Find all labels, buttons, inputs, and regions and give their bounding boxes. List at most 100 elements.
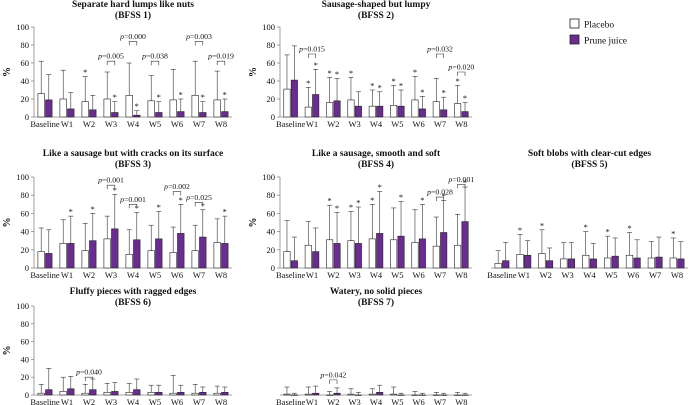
p-value-bracket: [106, 60, 116, 66]
bar-prune: [502, 260, 510, 269]
bar-placebo: [81, 250, 89, 269]
significance-star: *: [328, 196, 332, 206]
p-symbol: p: [119, 195, 124, 204]
p-value-bracket: [150, 60, 160, 66]
x-tick-label: W7: [434, 397, 446, 405]
p-value-label: p=0.032: [426, 45, 453, 54]
bar-placebo: [283, 251, 291, 269]
bar-placebo: [368, 105, 376, 118]
p-value-bracket: [329, 379, 338, 384]
p-value-label: p=0.042: [319, 370, 346, 379]
x-tick-label: Baseline: [487, 270, 516, 280]
bar-placebo: [213, 242, 221, 269]
x-tick-label: W3: [349, 270, 361, 280]
p-value: =0.028: [431, 188, 453, 197]
panel-title-line-1: Watery, no solid pieces: [330, 287, 423, 297]
p-symbol: p: [97, 176, 102, 185]
bar-prune: [199, 236, 207, 269]
x-tick-label: W3: [105, 270, 117, 280]
chart-panel-5: Soft blobs with clear-cut edges(BFSS 5) B…: [487, 149, 688, 280]
significance-star: *: [349, 202, 353, 212]
p-value-label: p=0.000: [119, 32, 146, 41]
y-tick-label: 20: [21, 245, 30, 255]
p-value-label: p=0.005: [97, 52, 124, 61]
chart-panel-7: Watery, no solid pieces(BFSS 7)Baseline W…: [276, 287, 472, 405]
bar-prune: [589, 258, 597, 269]
significance-star: *: [463, 178, 467, 188]
p-symbol: p: [447, 175, 452, 184]
bar-placebo: [494, 263, 502, 269]
x-tick-label: W6: [171, 119, 183, 129]
bar-prune: [333, 100, 341, 118]
bar-prune: [155, 238, 163, 269]
x-tick-label: W8: [215, 119, 227, 129]
bar-prune: [199, 392, 207, 396]
bar-prune: [290, 260, 298, 269]
y-tick-label: 0: [25, 112, 29, 122]
panel-title-line-1: Sausage-shaped but lumpy: [322, 0, 431, 10]
significance-star: *: [370, 195, 374, 205]
x-tick-label: W6: [413, 119, 425, 129]
panel-title-line-2: (BFSS 4): [358, 159, 394, 170]
bar-prune: [89, 389, 97, 396]
bar-placebo: [582, 254, 590, 269]
p-value-label: p=0.020: [447, 63, 474, 72]
y-tick-label: 100: [16, 172, 29, 182]
y-tick-label: 60: [267, 208, 276, 218]
y-tick-label: 40: [267, 76, 276, 86]
significance-star: *: [399, 81, 403, 91]
bar-prune: [45, 99, 53, 118]
bar-placebo: [390, 239, 398, 269]
y-axis-label: %: [2, 218, 13, 228]
legend-label-placebo: Placebo: [584, 21, 614, 31]
y-tick-label: 60: [21, 58, 30, 68]
p-symbol: p: [185, 193, 190, 202]
p-symbol: p: [298, 45, 303, 54]
significance-star: *: [179, 195, 183, 205]
bar-prune: [177, 233, 185, 269]
y-tick-label: 40: [267, 227, 276, 237]
bar-placebo: [59, 391, 67, 396]
bar-prune: [89, 109, 97, 118]
bar-placebo: [103, 98, 111, 118]
bar-placebo: [411, 99, 419, 118]
significance-star: *: [378, 82, 382, 92]
x-tick-label: W7: [193, 397, 205, 405]
panel-title-line-1: Fluffy pieces with ragged edges: [70, 287, 197, 297]
bar-prune: [312, 251, 320, 269]
bar-placebo: [283, 88, 291, 118]
x-tick-label: W2: [83, 119, 95, 129]
x-tick-label: W4: [370, 119, 383, 129]
panel-title-line-2: (BFSS 1): [115, 10, 151, 21]
x-tick-label: W4: [127, 397, 140, 405]
x-tick-label: W3: [561, 270, 573, 280]
p-value: =0.015: [303, 45, 325, 54]
bar-placebo: [103, 392, 111, 396]
bar-placebo: [169, 392, 177, 396]
p-value-label: p=0.028: [426, 188, 453, 197]
x-tick-label: Baseline: [276, 397, 305, 405]
significance-star: *: [91, 204, 95, 214]
significance-star: *: [627, 223, 631, 233]
y-tick-label: 0: [271, 263, 275, 273]
p-value-bracket: [216, 60, 226, 66]
bar-placebo: [81, 392, 89, 396]
legend-label-prune: Prune juice: [584, 37, 627, 47]
bar-placebo: [368, 238, 376, 269]
significance-star: *: [671, 228, 675, 238]
bar-placebo: [454, 244, 462, 269]
bar-prune: [221, 243, 229, 269]
bar-prune: [155, 392, 163, 396]
bar-placebo: [560, 258, 568, 269]
p-symbol: p: [426, 45, 431, 54]
panel-title-line-2: (BFSS 3): [115, 159, 151, 170]
bar-prune: [376, 105, 384, 118]
x-tick-label: W2: [327, 397, 339, 405]
bar-prune: [133, 239, 141, 269]
significance-star: *: [223, 207, 227, 217]
x-tick-label: W5: [149, 119, 161, 129]
bar-placebo: [390, 105, 398, 118]
bar-placebo: [538, 253, 546, 269]
bar-prune: [133, 114, 141, 118]
significance-star: *: [442, 191, 446, 201]
